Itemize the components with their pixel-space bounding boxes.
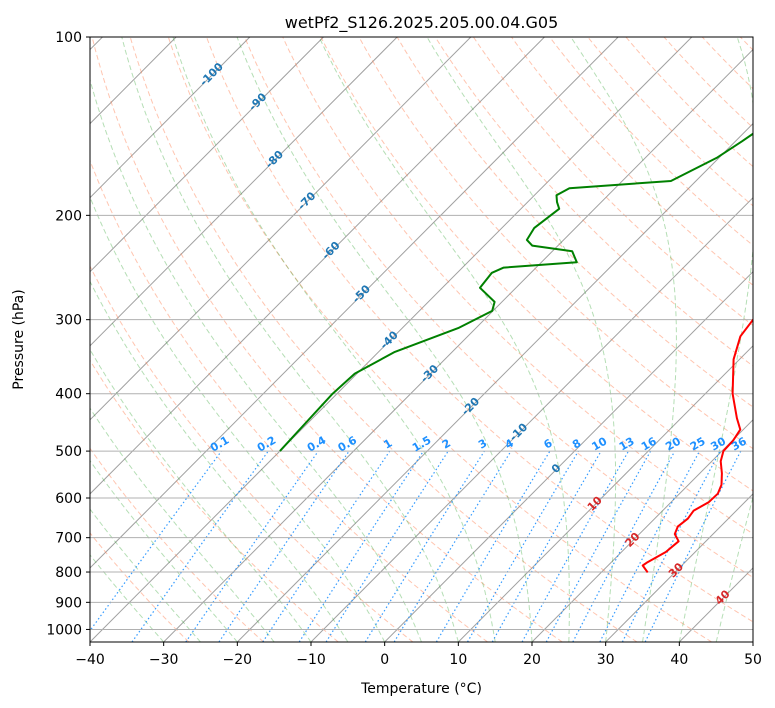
mixing-ratio-line	[185, 450, 319, 642]
dry-adiabat-line	[90, 359, 339, 642]
y-tick-label: 800	[55, 565, 82, 581]
isotherm-line	[90, 37, 619, 569]
y-tick-label: 300	[55, 313, 82, 329]
isotherm-line	[163, 48, 753, 642]
y-tick-label: 500	[55, 444, 82, 460]
isotherm-line	[90, 37, 398, 347]
chart-title: wetPf2_S126.2025.205.00.04.G05	[285, 13, 559, 33]
dry-adiabat-line	[167, 37, 712, 642]
moist-adiabat-line	[90, 407, 275, 642]
mixing-ratio-line	[325, 450, 449, 642]
isotherm-line	[90, 37, 472, 421]
isotherm-line	[384, 271, 753, 642]
x-tick-label: 30	[597, 652, 615, 668]
dry-adiabat-line	[434, 37, 753, 367]
plot-frame	[89, 36, 754, 643]
x-tick-label: 20	[523, 652, 541, 668]
dry-adiabat-line	[90, 532, 190, 642]
dry-adiabat-line	[358, 37, 753, 450]
dry-adiabat-line	[472, 37, 753, 326]
isotherm-line	[457, 345, 753, 642]
dry-adiabat-line	[90, 447, 264, 642]
x-tick-label: −20	[223, 652, 253, 668]
x-tick-label: 0	[380, 652, 389, 668]
x-axis-label: Temperature (°C)	[360, 681, 482, 697]
dry-adiabat-line	[282, 37, 753, 535]
pressure-gridlines	[90, 37, 753, 630]
y-tick-label: 100	[55, 30, 82, 46]
x-tick-label: −40	[75, 652, 105, 668]
mixing-ratio-line	[393, 450, 512, 642]
mixing-ratio-line	[621, 450, 721, 642]
mixing-ratio-line	[90, 450, 222, 632]
x-tick-label: 10	[449, 652, 467, 668]
moist-adiabat-line	[715, 495, 753, 642]
isotherm-line	[90, 37, 324, 273]
moist-adiabat-line	[678, 37, 753, 642]
moist-adiabat-line	[570, 37, 677, 642]
y-tick-label: 600	[55, 491, 82, 507]
moist-adiabat-line	[90, 459, 238, 642]
moist-adiabat-line	[236, 37, 533, 642]
x-tick-label: −30	[149, 652, 179, 668]
y-tick-label: 200	[55, 208, 82, 224]
dewpoint-line	[279, 132, 753, 452]
profile-series	[279, 132, 753, 573]
mixing-ratio-line	[545, 450, 652, 642]
dry-adiabat-line	[91, 37, 563, 642]
moist-adiabat-line	[90, 348, 312, 642]
y-tick-label: 400	[55, 387, 82, 403]
mixing-ratio-line	[298, 450, 424, 642]
x-tick-label: −10	[296, 652, 326, 668]
isotherm-line	[310, 196, 753, 642]
mixing-ratio-line	[131, 450, 269, 642]
dry-adiabat-line	[206, 37, 753, 623]
mixing-ratio-line	[262, 450, 391, 642]
isotherm-line	[236, 122, 753, 642]
dry-adiabat-line	[90, 265, 414, 642]
isotherm-line	[90, 37, 693, 642]
isotherm-line	[752, 641, 753, 642]
x-axis: −40 −30 −20 −10 0 10 20 30 40 50	[75, 642, 762, 668]
moist-adiabat-line	[90, 280, 349, 642]
plot-area	[90, 37, 753, 642]
mixing-ratio-line	[218, 450, 350, 642]
moist-adiabat-line	[318, 37, 570, 642]
mixing-ratio-line	[521, 450, 630, 642]
moist-adiabat-line	[172, 37, 496, 642]
y-axis-label: Pressure (hPa)	[11, 289, 27, 389]
mixing-ratio-line	[572, 450, 676, 642]
y-axis: 100 200 300 400 500 600 700 800 900 1000	[46, 30, 90, 638]
dry-adiabat-line	[90, 159, 488, 642]
x-tick-label: 50	[744, 652, 762, 668]
moist-adiabat-line	[426, 37, 617, 642]
y-tick-label: 900	[55, 595, 82, 611]
moist-adiabat-line	[121, 37, 459, 642]
isotherm-line	[531, 419, 753, 642]
temperature-line	[641, 318, 753, 573]
isotherm-line	[90, 37, 545, 495]
isotherm-line	[90, 37, 251, 199]
moist-adiabat-line	[752, 640, 753, 642]
moist-adiabat-line	[90, 195, 386, 642]
y-tick-label: 1000	[46, 622, 82, 638]
x-tick-label: 40	[670, 652, 688, 668]
dry-adiabat-line	[320, 37, 753, 492]
y-tick-label: 700	[55, 531, 82, 547]
isotherm-line	[605, 493, 753, 642]
background-lines	[90, 37, 753, 642]
dry-adiabat-line	[129, 37, 638, 642]
